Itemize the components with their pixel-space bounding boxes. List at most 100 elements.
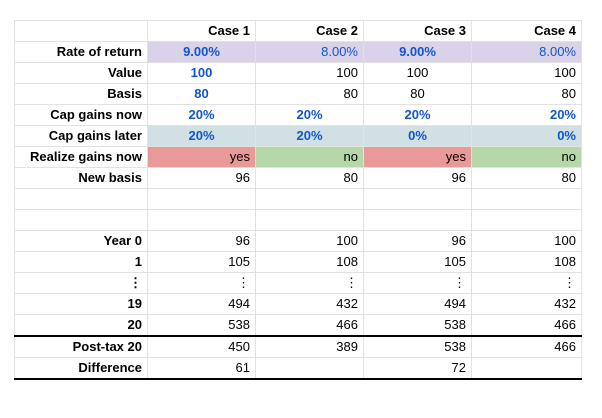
cell-year1-case-3[interactable]: 105	[363, 251, 472, 273]
row-realize-gains-now: Realize gains now yes no yes no	[14, 146, 582, 168]
cell-value-case-2[interactable]: 100	[255, 62, 364, 84]
empty-cell[interactable]	[14, 188, 148, 210]
cell-posttax-case-1[interactable]: 450	[147, 335, 256, 358]
row-label[interactable]: Basis	[14, 83, 148, 105]
row-year-20: 20 538 466 538 466	[14, 314, 582, 337]
cell-realize-case-4[interactable]: no	[471, 146, 582, 168]
cell-difference-case-2[interactable]	[255, 357, 364, 380]
cell-basis-case-4[interactable]: 80	[471, 83, 582, 105]
row-label[interactable]: Difference	[14, 357, 148, 380]
cell-year19-case-1[interactable]: 494	[147, 293, 256, 315]
cell-ellipsis-case-4[interactable]: ⋮	[471, 272, 582, 294]
empty-cell[interactable]	[363, 188, 472, 210]
blank-row	[14, 209, 582, 231]
cell-rate-case-3[interactable]: 9.00%	[363, 41, 472, 63]
cell-value-case-3[interactable]: 100	[363, 62, 472, 84]
cell-value-case-1[interactable]: 100	[147, 62, 256, 84]
cell-year1-case-1[interactable]: 105	[147, 251, 256, 273]
cell-cgnow-case-2[interactable]: 20%	[255, 104, 364, 126]
row-ellipsis: ⋮ ⋮ ⋮ ⋮ ⋮	[14, 272, 582, 294]
cell-newbasis-case-4[interactable]: 80	[471, 167, 582, 189]
empty-cell[interactable]	[14, 209, 148, 231]
header-case-2[interactable]: Case 2	[255, 20, 364, 42]
cell-newbasis-case-2[interactable]: 80	[255, 167, 364, 189]
cell-year19-case-3[interactable]: 494	[363, 293, 472, 315]
cell-cglater-case-4[interactable]: 0%	[471, 125, 582, 147]
cell-rate-case-1[interactable]: 9.00%	[147, 41, 256, 63]
cell-difference-case-1[interactable]: 61	[147, 357, 256, 380]
cell-difference-case-3[interactable]: 72	[363, 357, 472, 380]
empty-cell[interactable]	[147, 209, 256, 231]
cell-year20-case-1[interactable]: 538	[147, 314, 256, 337]
cell-cgnow-case-4[interactable]: 20%	[471, 104, 582, 126]
cell-year1-case-2[interactable]: 108	[255, 251, 364, 273]
row-label[interactable]: Post-tax 20	[14, 335, 148, 358]
row-label[interactable]: ⋮	[14, 272, 148, 294]
cell-year0-case-3[interactable]: 96	[363, 230, 472, 252]
row-difference: Difference 61 72	[14, 357, 582, 380]
cell-basis-case-3[interactable]: 80	[363, 83, 472, 105]
blank-row	[14, 188, 582, 210]
row-label[interactable]: New basis	[14, 167, 148, 189]
row-label[interactable]: Value	[14, 62, 148, 84]
header-corner-cell[interactable]	[14, 20, 148, 42]
row-label[interactable]: Year 0	[14, 230, 148, 252]
cell-difference-case-4[interactable]	[471, 357, 582, 380]
cell-value-case-4[interactable]: 100	[471, 62, 582, 84]
cell-cgnow-case-1[interactable]: 20%	[147, 104, 256, 126]
row-basis: Basis 80 80 80 80	[14, 83, 582, 105]
row-label[interactable]: 1	[14, 251, 148, 273]
cell-year0-case-1[interactable]: 96	[147, 230, 256, 252]
cell-realize-case-2[interactable]: no	[255, 146, 364, 168]
cell-realize-case-1[interactable]: yes	[147, 146, 256, 168]
cell-ellipsis-case-3[interactable]: ⋮	[363, 272, 472, 294]
cell-cglater-case-2[interactable]: 20%	[255, 125, 364, 147]
row-year-0: Year 0 96 100 96 100	[14, 230, 582, 252]
cell-year1-case-4[interactable]: 108	[471, 251, 582, 273]
cell-posttax-case-3[interactable]: 538	[363, 335, 472, 358]
cell-posttax-case-2[interactable]: 389	[255, 335, 364, 358]
cell-ellipsis-case-2[interactable]: ⋮	[255, 272, 364, 294]
row-label[interactable]: Rate of return	[14, 41, 148, 63]
cell-newbasis-case-1[interactable]: 96	[147, 167, 256, 189]
cell-newbasis-case-3[interactable]: 96	[363, 167, 472, 189]
row-label[interactable]: Realize gains now	[14, 146, 148, 168]
cell-rate-case-4[interactable]: 8.00%	[471, 41, 582, 63]
cell-realize-case-3[interactable]: yes	[363, 146, 472, 168]
row-year-1: 1 105 108 105 108	[14, 251, 582, 273]
cell-year20-case-3[interactable]: 538	[363, 314, 472, 337]
cell-cglater-case-1[interactable]: 20%	[147, 125, 256, 147]
cell-rate-case-2[interactable]: 8.00%	[255, 41, 364, 63]
comparison-table: Case 1 Case 2 Case 3 Case 4 Rate of retu…	[14, 20, 582, 380]
row-label[interactable]: 20	[14, 314, 148, 337]
header-case-3[interactable]: Case 3	[363, 20, 472, 42]
cell-posttax-case-4[interactable]: 466	[471, 335, 582, 358]
header-case-1[interactable]: Case 1	[147, 20, 256, 42]
empty-cell[interactable]	[255, 209, 364, 231]
cell-year19-case-4[interactable]: 432	[471, 293, 582, 315]
cell-cgnow-case-3[interactable]: 20%	[363, 104, 472, 126]
empty-cell[interactable]	[471, 209, 582, 231]
cell-year20-case-2[interactable]: 466	[255, 314, 364, 337]
row-value: Value 100 100 100 100	[14, 62, 582, 84]
cell-year0-case-4[interactable]: 100	[471, 230, 582, 252]
row-cap-gains-now: Cap gains now 20% 20% 20% 20%	[14, 104, 582, 126]
empty-cell[interactable]	[363, 209, 472, 231]
cell-year20-case-4[interactable]: 466	[471, 314, 582, 337]
empty-cell[interactable]	[255, 188, 364, 210]
cell-year19-case-2[interactable]: 432	[255, 293, 364, 315]
empty-cell[interactable]	[471, 188, 582, 210]
row-cap-gains-later: Cap gains later 20% 20% 0% 0%	[14, 125, 582, 147]
cell-ellipsis-case-1[interactable]: ⋮	[147, 272, 256, 294]
cell-basis-case-1[interactable]: 80	[147, 83, 256, 105]
cell-cglater-case-3[interactable]: 0%	[363, 125, 472, 147]
row-label[interactable]: Cap gains now	[14, 104, 148, 126]
cell-basis-case-2[interactable]: 80	[255, 83, 364, 105]
header-row: Case 1 Case 2 Case 3 Case 4	[14, 20, 582, 42]
header-case-4[interactable]: Case 4	[471, 20, 582, 42]
cell-year0-case-2[interactable]: 100	[255, 230, 364, 252]
row-label[interactable]: 19	[14, 293, 148, 315]
row-label[interactable]: Cap gains later	[14, 125, 148, 147]
empty-cell[interactable]	[147, 188, 256, 210]
